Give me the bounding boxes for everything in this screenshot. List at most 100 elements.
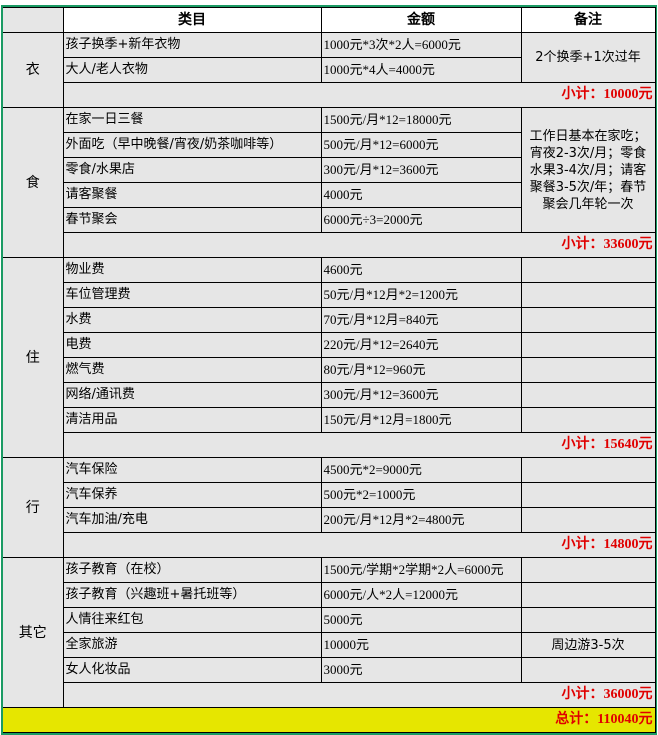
table-row: 零食/水果店 300元/月*12=3600元 (3, 157, 655, 183)
total-cell[interactable]: 总计：110040元 (3, 707, 656, 733)
amount-cell[interactable]: 300元/月*12=3600元 (320, 157, 522, 183)
item-cell[interactable]: 在家一日三餐 (62, 107, 322, 133)
subtotal-row: 小计：36000元 (3, 682, 656, 708)
category-cell[interactable]: 行 (3, 457, 64, 558)
item-cell[interactable]: 孩子教育（在校） (62, 557, 322, 583)
amount-cell[interactable]: 6000元/人*2人=12000元 (320, 582, 522, 608)
table-row: 全家旅游 10000元 周边游3-5次 (3, 632, 656, 658)
subtotal-row: 小计：14800元 (3, 532, 656, 558)
item-cell[interactable]: 春节聚会 (63, 207, 322, 233)
corner-cell[interactable] (3, 7, 64, 33)
header-note[interactable]: 备注 (520, 7, 656, 33)
table-row: 外面吃（早中晚餐/宵夜/奶茶咖啡等） 500元/月*12=6000元 (3, 132, 655, 158)
note-cell[interactable] (520, 507, 656, 533)
table-row: 汽车加油/充电 200元/月*12月*2=4800元 (3, 507, 656, 533)
item-cell[interactable]: 大人/老人衣物 (63, 57, 322, 83)
table-row: 女人化妆品 3000元 (3, 657, 656, 683)
table-row: 车位管理费 50元/月*12月*2=1200元 (3, 282, 656, 308)
note-cell[interactable] (520, 657, 656, 683)
item-cell[interactable]: 外面吃（早中晚餐/宵夜/奶茶咖啡等） (63, 132, 322, 158)
note-cell[interactable] (520, 457, 656, 483)
amount-cell[interactable]: 4500元*2=9000元 (320, 457, 522, 483)
header-row: 类目 金额 备注 (3, 7, 656, 33)
budget-table: 类目 金额 备注 衣孩子换季+新年衣物 1000元*3次*2人=6000元 2个换季… (3, 7, 656, 733)
note-cell[interactable] (520, 582, 656, 608)
item-cell[interactable]: 燃气费 (63, 357, 322, 383)
subtotal-row: 小计：33600元 (3, 232, 656, 258)
table-row: 燃气费 80元/月*12=960元 (3, 357, 656, 383)
amount-cell[interactable]: 4600元 (320, 257, 522, 283)
amount-cell[interactable]: 50元/月*12月*2=1200元 (320, 282, 522, 308)
item-cell[interactable]: 水费 (63, 307, 322, 333)
note-cell[interactable]: 2个换季+1次过年 (520, 32, 656, 83)
note-cell[interactable] (520, 282, 656, 308)
subtotal-cell[interactable]: 小计：10000元 (63, 82, 656, 108)
amount-cell[interactable]: 1500元/学期*2学期*2人=6000元 (320, 557, 522, 583)
item-cell[interactable]: 请客聚餐 (63, 182, 322, 208)
category-cell[interactable]: 衣 (3, 32, 64, 108)
amount-cell[interactable]: 220元/月*12=2640元 (320, 332, 522, 358)
amount-cell[interactable]: 1500元/月*12=18000元 (320, 107, 522, 133)
amount-cell[interactable]: 200元/月*12月*2=4800元 (320, 507, 522, 533)
item-cell[interactable]: 车位管理费 (63, 282, 322, 308)
amount-cell[interactable]: 500元/月*12=6000元 (320, 132, 522, 158)
subtotal-cell[interactable]: 小计：33600元 (63, 232, 656, 258)
item-cell[interactable]: 零食/水果店 (63, 157, 322, 183)
table-row: 孩子教育（兴趣班+暑托班等） 6000元/人*2人=12000元 (3, 582, 656, 608)
item-cell[interactable]: 孩子教育（兴趣班+暑托班等） (63, 582, 322, 608)
note-cell[interactable] (520, 307, 656, 333)
category-cell[interactable]: 食 (3, 107, 64, 258)
subtotal-row: 小计：15640元 (3, 432, 656, 458)
item-cell[interactable]: 全家旅游 (63, 632, 322, 658)
table-row: 衣孩子换季+新年衣物 1000元*3次*2人=6000元 2个换季+1次过年 (3, 32, 656, 108)
subtotal-cell[interactable]: 小计：36000元 (63, 682, 656, 708)
category-cell[interactable]: 其它 (3, 557, 64, 708)
note-cell[interactable] (520, 407, 656, 433)
item-cell[interactable]: 人情往来红包 (63, 607, 322, 633)
amount-cell[interactable]: 3000元 (320, 657, 522, 683)
amount-cell[interactable]: 70元/月*12月=840元 (320, 307, 522, 333)
note-cell[interactable] (520, 357, 656, 383)
category-cell[interactable]: 住 (3, 257, 64, 458)
note-cell[interactable] (520, 257, 656, 283)
table-row: 请客聚餐 4000元 (3, 182, 655, 208)
subtotal-cell[interactable]: 小计：14800元 (63, 532, 656, 558)
amount-cell[interactable]: 80元/月*12=960元 (320, 357, 522, 383)
amount-cell[interactable]: 6000元÷3=2000元 (320, 207, 522, 233)
amount-cell[interactable]: 1000元*3次*2人=6000元 (320, 32, 522, 58)
table-row: 汽车保养 500元*2=1000元 (3, 482, 656, 508)
note-cell[interactable]: 周边游3-5次 (520, 632, 656, 658)
item-cell[interactable]: 电费 (63, 332, 322, 358)
table-row: 清洁用品 150元/月*12月=1800元 (3, 407, 656, 433)
item-cell[interactable]: 网络/通讯费 (63, 382, 322, 408)
subtotal-cell[interactable]: 小计：15640元 (63, 432, 656, 458)
note-cell[interactable] (520, 332, 656, 358)
amount-cell[interactable]: 150元/月*12月=1800元 (320, 407, 522, 433)
table-row: 水费 70元/月*12月=840元 (3, 307, 656, 333)
item-cell[interactable]: 汽车保养 (63, 482, 322, 508)
note-cell[interactable] (520, 382, 656, 408)
header-category[interactable]: 类目 (62, 7, 322, 33)
subtotal-row: 小计：10000元 (3, 82, 656, 108)
note-cell[interactable] (520, 482, 656, 508)
table-row: 人情往来红包 5000元 (3, 607, 656, 633)
amount-cell[interactable]: 5000元 (320, 607, 522, 633)
header-amount[interactable]: 金额 (320, 7, 522, 33)
amount-cell[interactable]: 4000元 (320, 182, 522, 208)
item-cell[interactable]: 清洁用品 (63, 407, 322, 433)
table-row: 住物业费 4600元 (3, 257, 656, 458)
note-cell[interactable] (520, 557, 656, 583)
table-row: 食在家一日三餐 1500元/月*12=18000元 工作日基本在家吃；宵夜2-3次/… (3, 107, 656, 258)
note-cell[interactable]: 工作日基本在家吃；宵夜2-3次/月；零食水果3-4次/月；请客聚餐3-5次/年；… (520, 107, 656, 233)
amount-cell[interactable]: 10000元 (320, 632, 522, 658)
item-cell[interactable]: 孩子换季+新年衣物 (62, 32, 322, 58)
total-row: 总计：110040元 (3, 707, 656, 733)
amount-cell[interactable]: 500元*2=1000元 (320, 482, 522, 508)
item-cell[interactable]: 女人化妆品 (63, 657, 322, 683)
item-cell[interactable]: 汽车加油/充电 (63, 507, 322, 533)
amount-cell[interactable]: 300元/月*12=3600元 (320, 382, 522, 408)
item-cell[interactable]: 物业费 (62, 257, 322, 283)
amount-cell[interactable]: 1000元*4人=4000元 (320, 57, 522, 83)
item-cell[interactable]: 汽车保险 (62, 457, 322, 483)
note-cell[interactable] (520, 607, 656, 633)
